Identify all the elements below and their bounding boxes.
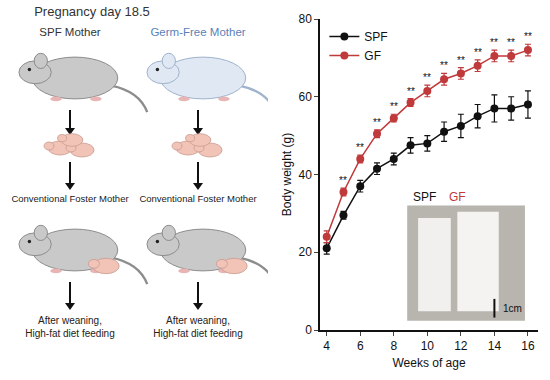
svg-text:SPF Mother: SPF Mother (39, 26, 101, 38)
svg-text:**: ** (373, 117, 381, 128)
svg-text:**: ** (440, 60, 448, 71)
svg-text:Conventional Foster Mother: Conventional Foster Mother (139, 193, 256, 204)
svg-text:8: 8 (390, 339, 397, 353)
svg-text:High-fat diet feeding: High-fat diet feeding (25, 328, 115, 339)
svg-text:**: ** (423, 72, 431, 83)
svg-text:1cm: 1cm (503, 303, 522, 314)
svg-text:**: ** (524, 31, 532, 42)
svg-text:80: 80 (298, 12, 312, 26)
svg-text:After weaning,: After weaning, (166, 315, 230, 326)
svg-text:**: ** (490, 37, 498, 48)
svg-text:**: ** (457, 55, 465, 66)
svg-text:Weeks of age: Weeks of age (392, 356, 465, 370)
svg-text:GF: GF (449, 190, 466, 204)
svg-text:**: ** (474, 47, 482, 58)
svg-text:**: ** (407, 86, 415, 97)
svg-text:Pregnancy day 18.5: Pregnancy day 18.5 (34, 4, 150, 19)
svg-text:SPF: SPF (364, 30, 387, 44)
svg-text:12: 12 (454, 339, 468, 353)
svg-text:0: 0 (305, 323, 312, 337)
svg-text:40: 40 (298, 168, 312, 182)
svg-text:After weaning,: After weaning, (38, 315, 102, 326)
svg-text:Conventional Foster Mother: Conventional Foster Mother (11, 193, 128, 204)
svg-text:**: ** (339, 175, 347, 186)
svg-text:6: 6 (357, 339, 364, 353)
svg-text:Germ-Free Mother: Germ-Free Mother (150, 26, 245, 38)
svg-text:GF: GF (364, 49, 381, 63)
svg-text:SPF: SPF (413, 190, 436, 204)
svg-text:High-fat diet feeding: High-fat diet feeding (153, 328, 243, 339)
svg-text:20: 20 (298, 245, 312, 259)
svg-text:16: 16 (521, 339, 535, 353)
svg-text:4: 4 (323, 339, 330, 353)
svg-text:**: ** (390, 101, 398, 112)
svg-text:**: ** (356, 142, 364, 153)
svg-text:**: ** (507, 37, 515, 48)
svg-text:10: 10 (421, 339, 435, 353)
svg-text:60: 60 (298, 90, 312, 104)
svg-text:Body weight (g): Body weight (g) (280, 133, 294, 216)
svg-text:14: 14 (488, 339, 502, 353)
